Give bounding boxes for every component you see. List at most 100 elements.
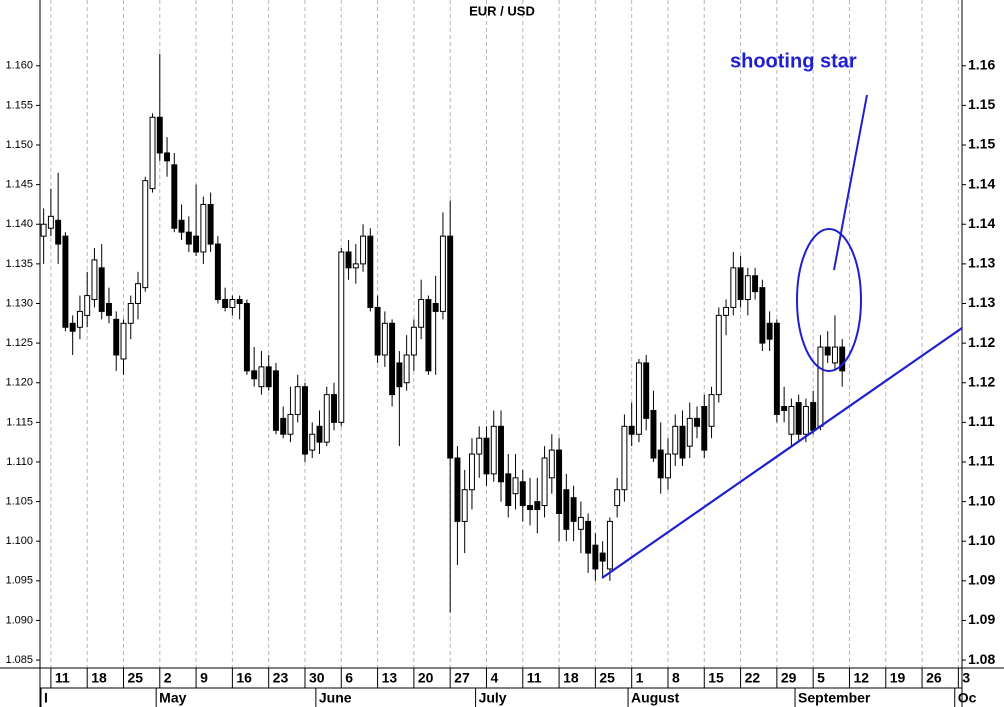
candle-body [287, 413, 294, 435]
trend-line [601, 327, 963, 579]
candle-body [316, 425, 323, 443]
candle-body [657, 449, 664, 479]
x-tick-label: 12 [853, 670, 869, 686]
candle-body [439, 235, 446, 312]
candle-body [802, 406, 809, 435]
x-tick-label: 15 [708, 670, 724, 686]
candle-body [323, 394, 330, 443]
candle-body [788, 406, 795, 435]
x-tick-label: 4 [490, 670, 498, 686]
month-label: September [798, 690, 871, 706]
y2-tick-label: 1.15 [968, 136, 995, 152]
y2-tick-label: 1.13 [968, 294, 995, 310]
candle-body [47, 215, 54, 229]
candle-body [621, 425, 628, 491]
candle-body [839, 346, 846, 372]
candle-body [193, 235, 200, 253]
y2-tick-label: 1.14 [968, 175, 995, 191]
y2-tick-label: 1.11 [968, 453, 995, 469]
candle-body [730, 267, 737, 308]
candle-body [265, 366, 272, 388]
candle-body [635, 362, 642, 435]
x-tick-label: 11 [55, 670, 70, 686]
candle-body [665, 453, 671, 479]
y-tick-label: 1.155 [5, 99, 33, 111]
y-tick-label: 1.145 [5, 179, 33, 191]
x-tick-label: 27 [454, 670, 470, 686]
x-tick-label: 18 [91, 670, 107, 686]
candle-body [76, 310, 83, 328]
candle-body [251, 370, 258, 380]
y2-tick-label: 1.15 [968, 96, 995, 112]
candle-body [403, 354, 410, 384]
candle-body [585, 520, 592, 554]
y2-tick-label: 1.09 [968, 572, 995, 588]
y-tick-label: 1.135 [5, 258, 33, 270]
candle-body [338, 251, 345, 423]
y2-tick-label: 1.14 [968, 215, 995, 231]
candle-body [178, 219, 185, 233]
candle-body [708, 394, 715, 427]
chart-title: EUR / USD [469, 3, 535, 18]
candle-body [360, 235, 367, 265]
candle-body [447, 235, 454, 459]
x-tick-label: 9 [200, 670, 208, 686]
annotation-text: shooting star [730, 50, 857, 72]
candle-body [106, 302, 112, 316]
candle-body [773, 322, 780, 415]
candle-body [280, 417, 287, 435]
candle-body [69, 322, 76, 332]
y-tick-label: 1.120 [5, 377, 33, 389]
y-tick-label: 1.160 [5, 60, 33, 72]
candle-body [650, 409, 657, 459]
candle-body [156, 116, 163, 154]
candle-body [389, 322, 396, 396]
candle-body [171, 164, 178, 229]
x-tick-label: 18 [563, 670, 579, 686]
candle-body [98, 267, 105, 312]
candle-body [135, 283, 141, 304]
candle-body [236, 299, 243, 304]
candle-body [142, 180, 149, 289]
candle-body [824, 346, 831, 356]
candle-body [432, 302, 439, 312]
candle-body [577, 516, 584, 530]
candle-body [831, 346, 838, 364]
candle-body [563, 489, 570, 530]
x-tick-label: 3 [962, 670, 970, 686]
candle-body [381, 322, 388, 356]
y2-tick-label: 1.12 [968, 373, 995, 389]
candle-body [570, 497, 577, 522]
x-tick-label: 26 [926, 670, 942, 686]
candle-body [40, 223, 47, 237]
candle-body [185, 231, 192, 245]
x-tick-label: 2 [164, 670, 172, 686]
candle-body [498, 425, 504, 483]
y2-tick-label: 1.08 [968, 651, 995, 667]
candle-body [91, 259, 98, 301]
y2-tick-label: 1.10 [968, 532, 995, 548]
candle-body [229, 299, 236, 308]
x-tick-label: 25 [127, 670, 143, 686]
candle-body [418, 299, 425, 328]
candle-body [468, 453, 475, 491]
x-tick-label: 29 [781, 670, 797, 686]
candle-body [541, 457, 548, 507]
candle-body [410, 326, 417, 356]
candle-body [795, 402, 802, 435]
candle-body [222, 299, 229, 308]
candle-body [679, 425, 686, 459]
x-tick-label: 8 [672, 670, 680, 686]
pointer-line [833, 94, 868, 271]
candle-body [84, 295, 91, 316]
candle-body [737, 267, 744, 301]
candle-body [425, 299, 432, 372]
annotations: shooting star [601, 50, 963, 579]
candle-body [556, 449, 563, 514]
x-tick-label: 19 [890, 670, 906, 686]
y-tick-label: 1.130 [5, 297, 33, 309]
y-tick-label: 1.105 [5, 496, 33, 508]
candle-body [686, 417, 693, 447]
